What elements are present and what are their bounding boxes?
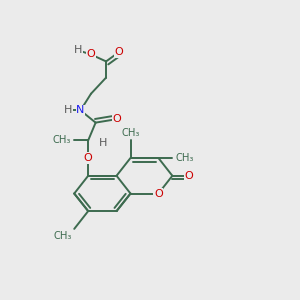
Text: CH₃: CH₃ xyxy=(53,135,71,146)
Text: O: O xyxy=(184,171,193,181)
Text: O: O xyxy=(87,50,95,59)
Text: O: O xyxy=(112,114,121,124)
Text: CH₃: CH₃ xyxy=(53,231,72,241)
Text: H: H xyxy=(99,138,107,148)
Text: CH₃: CH₃ xyxy=(175,153,194,163)
Text: H: H xyxy=(74,45,82,55)
Text: O: O xyxy=(154,188,163,199)
Text: H: H xyxy=(64,105,72,116)
Text: O: O xyxy=(84,153,93,163)
Text: CH₃: CH₃ xyxy=(121,128,140,138)
Text: N: N xyxy=(76,105,85,116)
Text: O: O xyxy=(115,47,123,57)
